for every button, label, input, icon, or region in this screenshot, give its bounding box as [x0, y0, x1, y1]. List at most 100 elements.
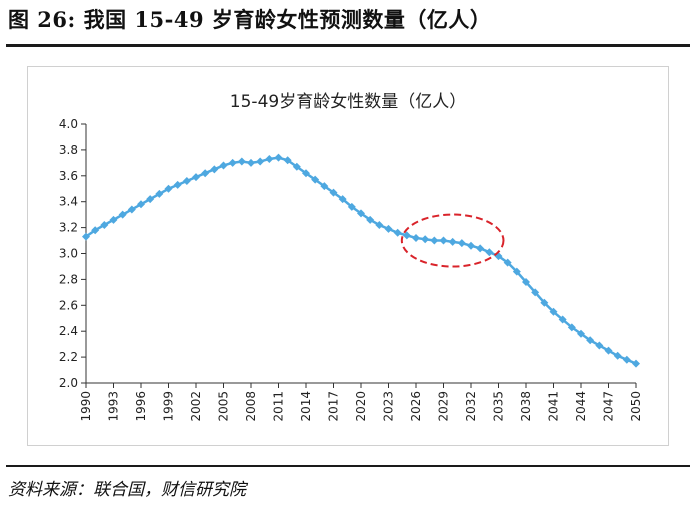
x-tick-label: 2011: [272, 391, 286, 422]
x-tick-label: 2032: [464, 391, 478, 422]
data-point: [613, 351, 622, 360]
data-point: [164, 184, 173, 193]
data-point: [366, 215, 375, 224]
data-point: [146, 195, 155, 204]
data-point: [375, 221, 384, 230]
x-tick-label: 2029: [437, 391, 451, 422]
y-tick-label: 3.0: [59, 247, 78, 261]
data-point: [586, 336, 595, 345]
data-point: [421, 235, 430, 244]
y-tick-label: 3.4: [59, 195, 78, 209]
y-tick-label: 2.8: [59, 272, 78, 286]
data-point: [311, 175, 320, 184]
y-tick-label: 2.6: [59, 298, 78, 312]
x-tick-label: 2050: [629, 391, 643, 422]
data-point: [155, 189, 164, 198]
chart-panel: 15-49岁育龄女性数量（亿人） 2.0 2.2 2.4 2.6 2.8 3.0 3.2 3.…: [27, 66, 669, 446]
source-note: 资料来源：联合国，财信研究院: [8, 480, 246, 500]
data-point: [283, 156, 292, 165]
data-point: [329, 188, 338, 197]
x-tick-label: 2038: [519, 391, 533, 422]
data-point: [457, 239, 466, 248]
data-point: [402, 231, 411, 240]
y-tick-label: 3.2: [59, 221, 78, 235]
data-point: [439, 236, 448, 245]
data-point: [182, 176, 191, 185]
data-point: [540, 298, 549, 307]
data-point: [292, 162, 301, 171]
annotation-layer: [400, 213, 505, 268]
line-chart: 15-49岁育龄女性数量（亿人） 2.0 2.2 2.4 2.6 2.8 3.0 3.2 3.…: [59, 92, 643, 422]
x-tick-label: 2044: [574, 391, 588, 422]
data-point: [201, 169, 210, 178]
data-point: [430, 236, 439, 245]
x-tick-label: 1993: [107, 391, 121, 422]
data-point: [228, 158, 237, 167]
data-point: [549, 307, 558, 316]
chart-title: 15-49岁育龄女性数量（亿人）: [230, 92, 466, 112]
data-point: [384, 224, 393, 233]
x-tick-label: 2017: [327, 391, 341, 422]
data-point: [274, 153, 283, 162]
title-rule: [6, 44, 690, 47]
data-point: [118, 210, 127, 219]
data-point: [558, 315, 567, 324]
data-point: [485, 248, 494, 257]
data-point: [622, 355, 631, 364]
data-point: [91, 226, 100, 235]
data-point: [192, 173, 200, 182]
data-point: [604, 346, 613, 355]
data-point: [82, 232, 90, 241]
data-point: [127, 205, 136, 214]
x-tick-label: 2035: [492, 391, 506, 422]
data-point: [338, 195, 347, 204]
data-point: [567, 323, 576, 332]
y-tick-label: 3.6: [59, 169, 78, 183]
data-point: [109, 215, 118, 224]
x-tick-label: 2026: [409, 391, 423, 422]
data-point: [357, 209, 365, 218]
data-point: [512, 267, 521, 276]
x-axis: 1990 1993 1996 1999 2002 2005 2008 2011 2014 2017…: [79, 382, 643, 422]
data-point: [595, 341, 604, 350]
data-point: [219, 161, 228, 170]
data-point: [173, 180, 182, 189]
series-layer: [82, 153, 640, 368]
data-point: [632, 359, 640, 368]
x-tick-label: 2020: [354, 391, 368, 422]
data-point: [320, 182, 329, 191]
y-tick-label: 2.0: [59, 376, 78, 390]
x-tick-label: 2014: [299, 391, 313, 422]
source-rule: [6, 465, 690, 467]
data-point: [467, 241, 475, 250]
x-tick-label: 2002: [189, 391, 203, 422]
data-point: [265, 154, 274, 163]
data-point: [347, 202, 356, 211]
x-tick-label: 2008: [244, 391, 258, 422]
data-point: [210, 165, 219, 174]
x-tick-label: 2041: [547, 391, 561, 422]
x-tick-label: 1996: [134, 391, 148, 422]
data-point: [237, 157, 246, 166]
data-point: [393, 228, 402, 237]
data-point: [577, 329, 585, 338]
data-point: [476, 244, 485, 253]
x-tick-label: 1999: [162, 391, 176, 422]
y-tick-label: 4.0: [59, 117, 78, 131]
y-tick-label: 2.2: [59, 350, 78, 364]
figure-title: 图 26: 我国 15-49 岁育龄女性预测数量（亿人）: [8, 7, 492, 32]
data-point: [247, 158, 255, 167]
data-point: [503, 258, 512, 267]
y-tick-label: 3.8: [59, 143, 78, 157]
x-tick-label: 1990: [79, 391, 93, 422]
data-point: [448, 237, 457, 246]
x-tick-label: 2005: [217, 391, 231, 422]
y-tick-label: 2.4: [59, 324, 78, 338]
y-axis: 2.0 2.2 2.4 2.6 2.8 3.0 3.2 3.4 3.6 3.8 4.0: [59, 117, 87, 390]
data-point: [100, 221, 109, 230]
data-point: [256, 157, 265, 166]
x-tick-label: 2023: [382, 391, 396, 422]
data-point: [531, 288, 540, 297]
x-tick-label: 2047: [602, 391, 616, 422]
highlight-ellipse: [400, 213, 505, 268]
